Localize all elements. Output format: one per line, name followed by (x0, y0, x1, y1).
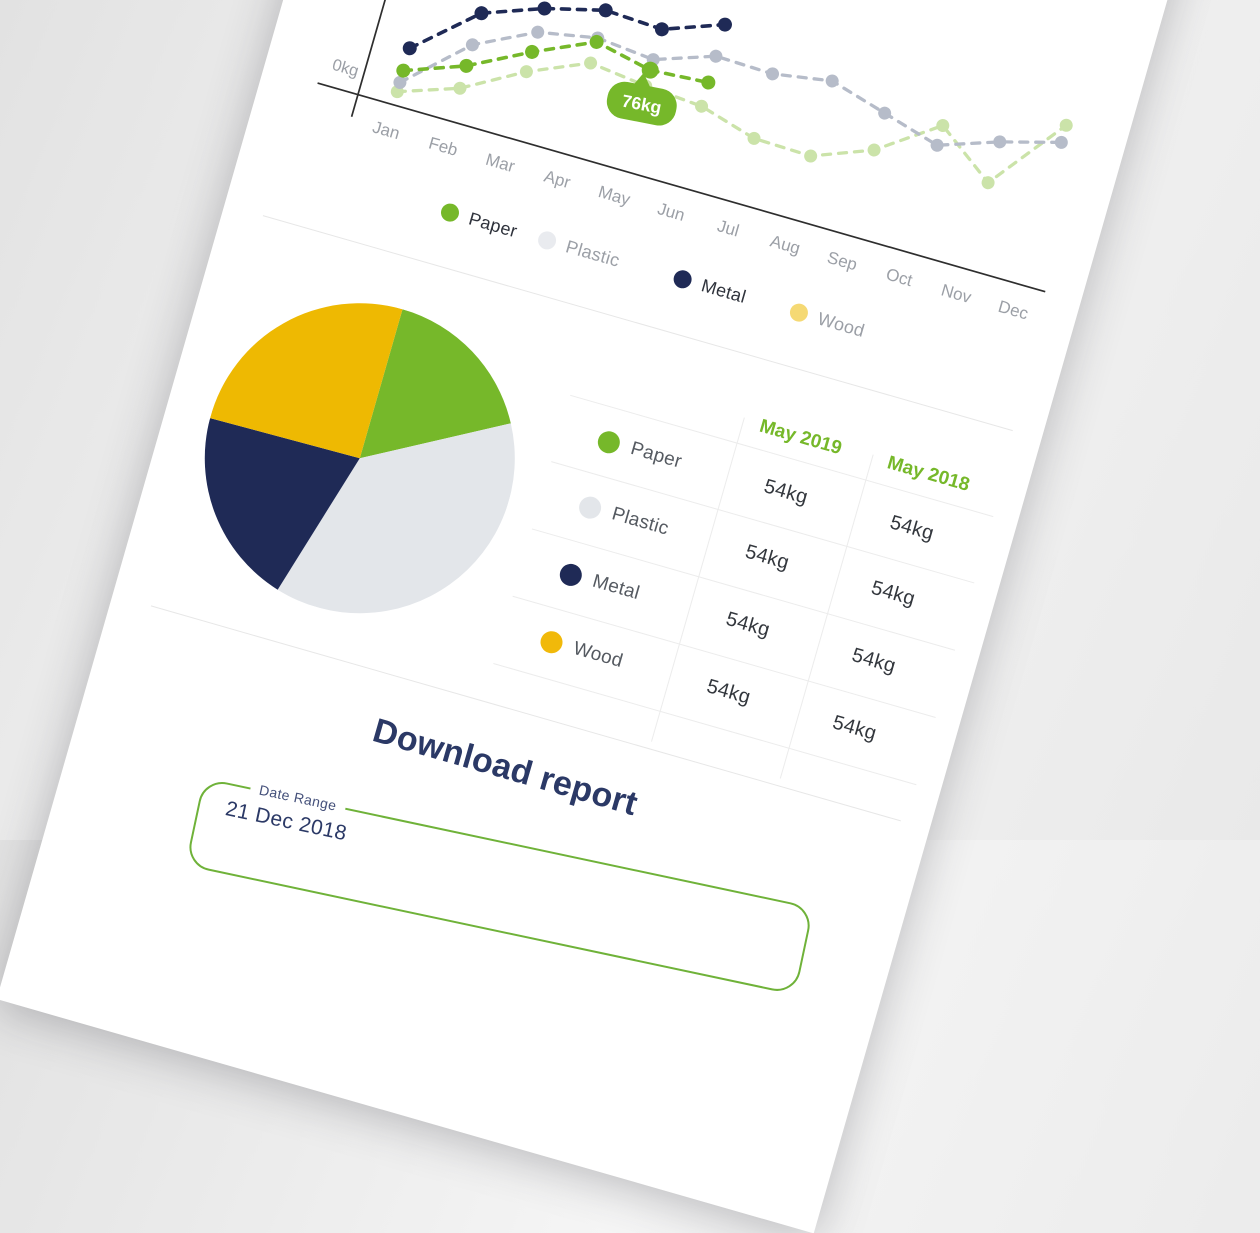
series-line-paper-previous-year (395, 61, 1068, 185)
legend-dot-plastic-icon (535, 229, 559, 252)
pie-slice-paper[interactable] (359, 309, 533, 495)
x-tick-may: May (596, 182, 633, 209)
data-point-paper-previous-year-nov[interactable] (980, 175, 996, 191)
data-point-metal-current-may[interactable] (653, 21, 670, 38)
table-dot-metal-icon (557, 561, 585, 589)
series-line-metal-current (407, 6, 727, 51)
data-point-paper-current-jun[interactable] (700, 74, 717, 91)
x-tick-jan: Jan (370, 117, 402, 143)
legend-item-wood[interactable]: Wood (787, 300, 867, 342)
table-value-plastic-may-2018: 54kg (868, 576, 918, 611)
data-point-metal-current-jun[interactable] (716, 16, 733, 33)
table-row-label-wood: Wood (570, 637, 626, 673)
series-line-paper-current (401, 40, 711, 85)
table-dot-paper-icon (595, 428, 623, 456)
data-point-paper-previous-year-sep[interactable] (866, 142, 882, 158)
x-tick-aug: Aug (768, 231, 802, 258)
legend-label: Plastic (563, 235, 623, 271)
data-point-metal-previous-year-jan[interactable] (392, 74, 408, 90)
legend-dot-metal-icon (671, 268, 694, 291)
legend-item-metal[interactable]: Metal (671, 266, 749, 308)
x-tick-mar: Mar (484, 150, 518, 176)
table-value-metal-may-2019: 54kg (723, 607, 773, 642)
data-point-paper-current-feb[interactable] (458, 57, 475, 74)
data-point-metal-previous-year-jun[interactable] (708, 48, 724, 64)
data-point-paper-previous-year-feb[interactable] (452, 80, 468, 96)
data-point-paper-current-jan[interactable] (395, 62, 412, 79)
legend-dot-paper-icon (438, 201, 462, 224)
x-tick-nov: Nov (939, 280, 974, 307)
report-page: 0kg Jan Feb Mar Apr May Jun Jul Aug Sep Oct Nov Dec 7… (150, 0, 1074, 996)
chart-tooltip: 76kg (606, 72, 677, 126)
data-point-paper-previous-year-jul[interactable] (746, 130, 762, 146)
x-axis (317, 82, 1046, 293)
table-dot-wood-icon (537, 628, 566, 656)
data-point-metal-previous-year-aug[interactable] (824, 73, 840, 89)
data-point-metal-previous-year-oct[interactable] (929, 137, 945, 153)
data-point-paper-previous-year-mar[interactable] (518, 64, 534, 80)
data-point-metal-current-mar[interactable] (536, 0, 553, 17)
legend-label: Metal (699, 274, 749, 307)
table-row-label-metal: Metal (590, 570, 643, 605)
data-point-paper-current-apr[interactable] (588, 33, 605, 50)
pie-slice-metal[interactable] (170, 416, 360, 602)
data-point-paper-previous-year-jun[interactable] (694, 98, 710, 114)
pie-slice-wood[interactable] (210, 267, 403, 461)
table-header-may-2018: May 2018 (884, 452, 972, 496)
legend-label: Wood (815, 308, 868, 341)
x-tick-feb: Feb (427, 133, 460, 159)
table-dot-plastic-icon (576, 494, 604, 522)
table-value-wood-may-2019: 54kg (704, 675, 754, 709)
data-point-metal-previous-year-sep[interactable] (877, 105, 893, 121)
data-point-metal-previous-year-nov[interactable] (992, 134, 1008, 150)
data-point-paper-previous-year-apr[interactable] (583, 55, 599, 71)
legend-item-paper[interactable]: Paper (438, 200, 520, 243)
data-point-paper-previous-year-oct[interactable] (935, 117, 951, 133)
table-value-metal-may-2018: 54kg (849, 644, 899, 678)
data-point-metal-previous-year-jul[interactable] (764, 66, 780, 82)
series-line-metal-previous-year (398, 30, 1063, 147)
x-tick-dec: Dec (996, 297, 1031, 324)
legend-dot-wood-icon (787, 301, 811, 324)
y-axis-tick: 0kg (330, 56, 361, 81)
data-point-paper-previous-year-aug[interactable] (803, 148, 819, 164)
data-point-metal-current-jan[interactable] (401, 40, 418, 57)
data-point-metal-previous-year-feb[interactable] (464, 37, 480, 53)
data-point-metal-current-apr[interactable] (597, 2, 614, 19)
highlighted-data-point[interactable] (640, 60, 661, 81)
data-point-metal-previous-year-mar[interactable] (530, 24, 546, 40)
x-tick-apr: Apr (542, 167, 573, 193)
pie-slice-plastic[interactable] (276, 374, 530, 650)
data-point-metal-previous-year-dec[interactable] (1053, 134, 1069, 150)
table-value-wood-may-2018: 54kg (830, 711, 880, 745)
table-value-plastic-may-2019: 54kg (742, 540, 792, 575)
table-row-label-plastic: Plastic (609, 503, 672, 540)
data-point-metal-current-feb[interactable] (473, 5, 490, 22)
table-value-paper-may-2018: 54kg (887, 511, 937, 545)
data-point-paper-current-mar[interactable] (523, 43, 540, 60)
x-tick-jul: Jul (715, 216, 741, 240)
y-axis (350, 0, 445, 117)
x-tick-jun: Jun (655, 199, 687, 225)
legend-item-plastic[interactable]: Plastic (535, 227, 622, 271)
x-tick-sep: Sep (825, 248, 859, 275)
line-chart: 0kg Jan Feb Mar Apr May Jun Jul Aug Sep Oct Nov Dec 7… (317, 0, 1074, 324)
legend-label: Paper (466, 208, 520, 241)
table-value-paper-may-2019: 54kg (761, 475, 811, 509)
data-point-paper-previous-year-dec[interactable] (1058, 117, 1074, 133)
x-tick-oct: Oct (884, 265, 915, 291)
table-header-may-2019: May 2019 (757, 415, 845, 460)
table-row-label-paper: Paper (628, 438, 685, 473)
pie-chart (170, 267, 533, 650)
